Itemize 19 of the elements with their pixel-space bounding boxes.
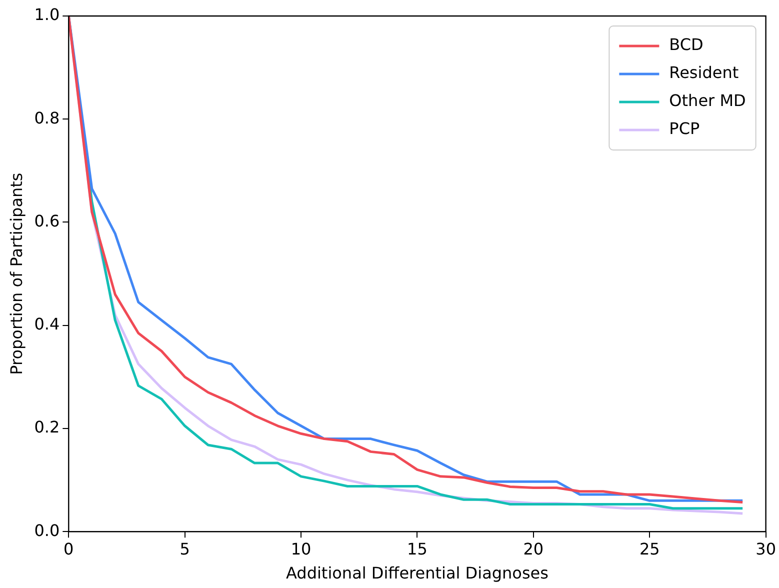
- x-tick-label: 25: [639, 539, 660, 558]
- x-axis-title: Additional Differential Diagnoses: [286, 564, 548, 583]
- legend-label: PCP: [669, 119, 700, 138]
- y-axis-title: Proportion of Participants: [6, 172, 26, 375]
- x-tick-label: 10: [290, 539, 312, 558]
- y-tick-label: 1.0: [34, 5, 60, 24]
- x-tick-label: 15: [407, 539, 428, 558]
- x-tick-label: 0: [64, 539, 74, 558]
- y-tick-label: 0.0: [34, 520, 60, 540]
- x-tick-label: 20: [523, 539, 544, 558]
- y-tick-label: 0.2: [34, 418, 60, 437]
- y-tick-label: 0.4: [34, 314, 60, 334]
- x-tick-label: 5: [180, 539, 190, 558]
- y-tick-label: 0.6: [34, 211, 60, 230]
- legend-label: Other MD: [669, 91, 746, 110]
- legend-label: BCD: [669, 35, 704, 54]
- y-tick-label: 0.8: [34, 108, 60, 128]
- legend-label: Resident: [669, 63, 739, 82]
- x-tick-label: 30: [756, 539, 776, 558]
